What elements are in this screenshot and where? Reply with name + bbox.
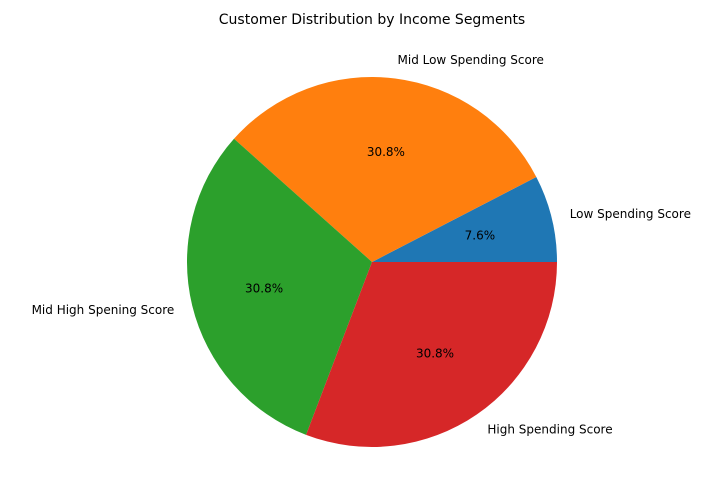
pie-category-label-mid-high-spening-score: Mid High Spening Score (32, 303, 175, 317)
pie-category-label-low-spending-score: Low Spending Score (570, 207, 691, 221)
pie-category-label-mid-low-spending-score: Mid Low Spending Score (398, 53, 544, 67)
pie-category-label-high-spending-score: High Spending Score (487, 423, 612, 437)
pie-slice-mid-high-spening-score (187, 138, 372, 435)
pie-slice-high-spending-score (306, 262, 557, 448)
pie-slice-mid-low-spending-score (234, 76, 537, 262)
pie-slices (187, 76, 557, 448)
pie-labels: 7.6% Low Spending Score 30.8% Mid Low Spend… (32, 53, 691, 437)
pie-pct-label-mid-high-spening-score: 30.8% (245, 281, 283, 295)
pie-pct-label-mid-low-spending-score: 30.8% (367, 145, 405, 159)
pie-pct-label-high-spending-score: 30.8% (416, 346, 454, 360)
chart-title: Customer Distribution by Income Segments (219, 12, 525, 28)
pie-slice-low-spending-score (372, 176, 557, 262)
pie-pct-label-low-spending-score: 7.6% (465, 229, 496, 243)
